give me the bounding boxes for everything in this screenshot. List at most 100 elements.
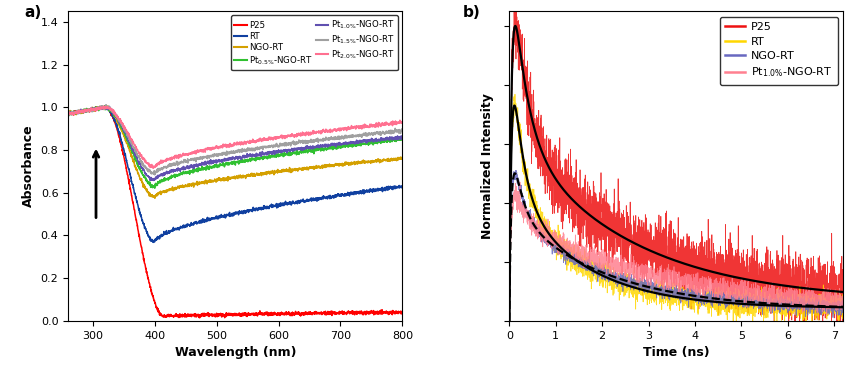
NGO-RT xyxy=(397,156,407,160)
Line: NGO-RT: NGO-RT xyxy=(509,170,843,322)
Pt$_{1.0\%}$-NGO-RT xyxy=(212,160,222,164)
P25 xyxy=(562,202,573,207)
Legend: P25, RT, NGO-RT, Pt$_{1.0\%}$-NGO-RT: P25, RT, NGO-RT, Pt$_{1.0\%}$-NGO-RT xyxy=(720,17,838,85)
Pt$_{1.0\%}$-NGO-RT xyxy=(647,273,657,278)
P25 xyxy=(100,103,110,108)
RT xyxy=(103,107,113,112)
P25 xyxy=(838,263,849,268)
NGO-RT xyxy=(510,168,521,173)
RT xyxy=(148,240,158,245)
NGO-RT xyxy=(212,179,222,183)
RT xyxy=(832,307,843,312)
Pt$_{1.0\%}$-NGO-RT xyxy=(504,323,515,327)
Pt$_{1.0\%}$-NGO-RT xyxy=(632,273,642,278)
P25 xyxy=(796,258,806,262)
NGO-RT xyxy=(647,283,657,288)
NGO-RT xyxy=(832,306,842,311)
Pt$_{1.5\%}$-NGO-RT xyxy=(103,106,113,111)
NGO-RT xyxy=(63,110,73,114)
Pt$_{2.0\%}$-NGO-RT xyxy=(63,112,73,116)
RT xyxy=(89,108,99,112)
P25 xyxy=(205,312,216,317)
Pt$_{2.0\%}$-NGO-RT xyxy=(397,120,407,125)
Pt$_{0.5\%}$-NGO-RT xyxy=(100,103,110,108)
RT xyxy=(647,292,657,297)
NGO-RT xyxy=(103,106,113,111)
Pt$_{2.0\%}$-NGO-RT xyxy=(98,104,108,109)
RT xyxy=(254,206,264,210)
Pt$_{2.0\%}$-NGO-RT xyxy=(218,143,228,148)
P25 xyxy=(254,311,264,316)
P25 xyxy=(397,310,407,314)
Pt$_{1.5\%}$-NGO-RT xyxy=(89,107,99,111)
X-axis label: Time (ns): Time (ns) xyxy=(643,346,710,359)
Pt$_{2.0\%}$-NGO-RT xyxy=(103,105,113,110)
Pt$_{1.5\%}$-NGO-RT xyxy=(205,154,216,158)
RT xyxy=(212,214,222,219)
Pt$_{0.5\%}$-NGO-RT xyxy=(218,163,228,167)
P25 xyxy=(647,271,657,276)
Pt$_{1.5\%}$-NGO-RT xyxy=(212,153,222,157)
Pt$_{1.5\%}$-NGO-RT xyxy=(150,173,160,177)
Pt$_{1.0\%}$-NGO-RT xyxy=(218,158,228,163)
Pt$_{1.5\%}$-NGO-RT xyxy=(254,146,264,150)
Pt$_{1.0\%}$-NGO-RT xyxy=(103,106,113,110)
RT xyxy=(562,248,573,252)
NGO-RT xyxy=(838,303,849,307)
NGO-RT xyxy=(218,177,228,181)
NGO-RT xyxy=(100,104,110,108)
Pt$_{1.0\%}$-NGO-RT xyxy=(254,153,264,157)
RT xyxy=(543,221,553,225)
Text: b): b) xyxy=(463,5,481,20)
RT xyxy=(397,184,407,188)
Line: Pt$_{2.0\%}$-NGO-RT: Pt$_{2.0\%}$-NGO-RT xyxy=(68,106,402,168)
P25 xyxy=(504,325,515,329)
RT xyxy=(218,214,228,219)
Pt$_{1.0\%}$-NGO-RT xyxy=(543,244,553,249)
Pt$_{0.5\%}$-NGO-RT xyxy=(205,166,216,170)
Pt$_{0.5\%}$-NGO-RT xyxy=(150,186,160,190)
Pt$_{0.5\%}$-NGO-RT xyxy=(63,112,73,116)
Pt$_{2.0\%}$-NGO-RT xyxy=(89,107,99,111)
X-axis label: Wavelength (nm): Wavelength (nm) xyxy=(175,346,296,359)
Line: Pt$_{0.5\%}$-NGO-RT: Pt$_{0.5\%}$-NGO-RT xyxy=(68,106,402,188)
Pt$_{1.0\%}$-NGO-RT xyxy=(148,178,158,183)
Pt$_{2.0\%}$-NGO-RT xyxy=(148,166,158,170)
P25 xyxy=(543,167,553,172)
P25 xyxy=(632,226,642,231)
Pt$_{1.0\%}$-NGO-RT xyxy=(89,107,99,112)
NGO-RT xyxy=(543,237,553,241)
NGO-RT xyxy=(796,295,806,300)
Pt$_{0.5\%}$-NGO-RT xyxy=(212,165,222,170)
RT xyxy=(801,320,811,325)
NGO-RT xyxy=(205,180,216,184)
Line: RT: RT xyxy=(68,106,402,242)
NGO-RT xyxy=(562,258,573,262)
Pt$_{1.5\%}$-NGO-RT xyxy=(63,110,73,115)
Pt$_{0.5\%}$-NGO-RT xyxy=(254,155,264,160)
Line: P25: P25 xyxy=(68,106,402,318)
Line: Pt$_{1.0\%}$-NGO-RT: Pt$_{1.0\%}$-NGO-RT xyxy=(509,182,843,325)
Legend: P25, RT, NGO-RT, Pt$_{0.5\%}$-NGO-RT, Pt$_{1.0\%}$-NGO-RT, Pt$_{1.5\%}$-NGO-RT, : P25, RT, NGO-RT, Pt$_{0.5\%}$-NGO-RT, Pt… xyxy=(231,16,398,70)
Pt$_{2.0\%}$-NGO-RT xyxy=(254,138,264,142)
RT xyxy=(838,307,849,311)
RT xyxy=(796,308,806,312)
P25 xyxy=(89,107,99,112)
Pt$_{1.0\%}$-NGO-RT xyxy=(397,134,407,138)
Line: NGO-RT: NGO-RT xyxy=(68,106,402,198)
Pt$_{1.0\%}$-NGO-RT xyxy=(796,299,806,303)
Pt$_{1.0\%}$-NGO-RT xyxy=(101,103,111,108)
RT xyxy=(504,317,515,321)
Line: RT: RT xyxy=(509,94,843,323)
Pt$_{0.5\%}$-NGO-RT xyxy=(397,138,407,142)
Pt$_{0.5\%}$-NGO-RT xyxy=(89,107,99,112)
Pt$_{1.0\%}$-NGO-RT xyxy=(515,180,525,184)
Pt$_{0.5\%}$-NGO-RT xyxy=(103,107,113,111)
NGO-RT xyxy=(89,109,99,113)
Pt$_{2.0\%}$-NGO-RT xyxy=(212,145,222,150)
RT xyxy=(63,111,73,116)
RT xyxy=(205,217,216,222)
RT xyxy=(101,104,111,109)
Y-axis label: Normalized Intensity: Normalized Intensity xyxy=(481,93,494,239)
Pt$_{2.0\%}$-NGO-RT xyxy=(205,145,216,150)
